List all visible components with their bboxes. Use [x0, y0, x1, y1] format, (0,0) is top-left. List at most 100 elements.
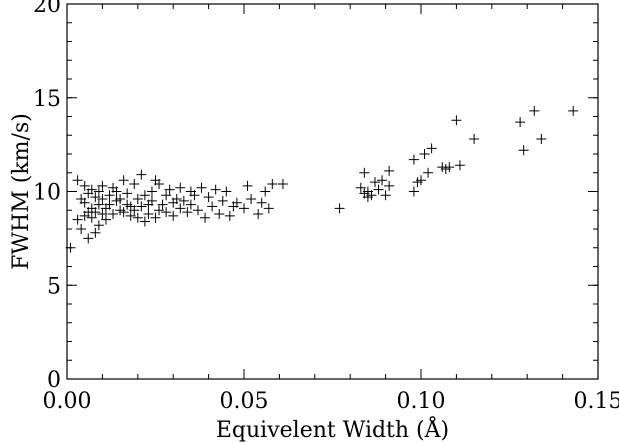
data-point: [132, 212, 143, 223]
data-point: [79, 197, 90, 208]
data-point: [373, 184, 384, 195]
data-point: [108, 209, 119, 219]
data-point: [369, 177, 380, 188]
data-point: [72, 214, 83, 225]
data-point: [210, 184, 221, 195]
data-point: [93, 199, 104, 210]
data-point: [416, 175, 426, 186]
data-point: [239, 203, 249, 214]
data-point: [65, 242, 76, 253]
data-point: [253, 209, 264, 219]
y-tick-label: 20: [33, 0, 61, 18]
data-point: [115, 194, 126, 204]
data-point: [154, 179, 165, 189]
data-point: [86, 184, 97, 195]
data-point: [529, 105, 540, 116]
data-point: [426, 143, 437, 154]
data-point: [384, 180, 395, 191]
data-point: [168, 210, 179, 221]
data-point: [97, 209, 108, 219]
data-point: [104, 199, 115, 210]
data-point: [203, 192, 214, 203]
axes: [66, 3, 599, 380]
data-point: [93, 220, 104, 231]
y-tick-label: 0: [47, 368, 61, 393]
data-point: [136, 201, 147, 212]
data-point: [132, 194, 143, 204]
data-point: [246, 194, 257, 204]
data-point: [161, 207, 172, 218]
x-tick-label: 0.15: [574, 389, 619, 414]
data-point: [260, 186, 271, 197]
data-point: [380, 190, 391, 201]
data-point: [100, 214, 111, 225]
data-point: [118, 175, 129, 186]
data-point: [139, 190, 150, 201]
data-point: [536, 134, 547, 144]
data-point: [76, 224, 87, 234]
data-point: [185, 199, 196, 210]
data-point: [111, 186, 122, 197]
y-tick-label: 10: [33, 181, 61, 206]
data-point: [217, 195, 228, 206]
data-point: [129, 179, 140, 189]
data-point: [86, 212, 97, 223]
y-axis-title: FWHM (km/s): [9, 113, 34, 270]
y-tick-label: 15: [33, 87, 61, 112]
data-point: [83, 233, 94, 244]
data-point: [515, 117, 526, 128]
data-point: [125, 210, 136, 221]
data-point: [451, 115, 462, 126]
data-point: [359, 167, 370, 178]
data-point: [231, 197, 242, 208]
data-point: [72, 175, 83, 186]
data-point: [104, 190, 115, 201]
data-point: [182, 207, 193, 218]
data-point: [146, 195, 157, 206]
data-point: [366, 190, 377, 201]
data-point: [419, 149, 430, 159]
data-point: [355, 182, 366, 193]
data-point: [377, 175, 388, 186]
data-point: [192, 205, 203, 216]
data-point: [469, 134, 480, 144]
data-point: [90, 192, 101, 203]
data-point: [171, 194, 182, 204]
data-point: [256, 197, 267, 208]
data-point: [146, 186, 157, 197]
data-point: [122, 188, 133, 199]
data-point: [189, 190, 200, 201]
data-point: [150, 212, 161, 223]
data-point: [139, 216, 150, 227]
data-point: [93, 186, 104, 197]
data-point: [129, 205, 140, 216]
data-point: [196, 182, 207, 193]
data-point: [90, 207, 101, 218]
x-axis-title: Equivelent Width (Å): [216, 415, 449, 443]
data-point: [518, 145, 529, 156]
data-point: [79, 180, 90, 191]
data-point: [334, 203, 345, 214]
x-ticks: 0.00 0.05 0.10 0.15: [43, 4, 619, 414]
data-point: [200, 212, 211, 223]
data-point: [242, 180, 253, 191]
data-points: [65, 105, 579, 253]
data-point: [454, 160, 465, 171]
data-point: [214, 209, 225, 219]
data-point: [157, 199, 168, 210]
data-point: [161, 190, 172, 201]
data-point: [97, 194, 108, 204]
data-point: [267, 179, 278, 189]
data-point: [384, 165, 395, 176]
data-point: [221, 186, 232, 197]
data-point: [164, 184, 175, 195]
data-point: [207, 201, 218, 212]
data-point: [408, 154, 419, 165]
data-point: [175, 182, 186, 193]
data-point: [143, 209, 154, 219]
data-point: [90, 227, 101, 238]
x-tick-label: 0.00: [43, 389, 92, 414]
data-point: [423, 167, 434, 178]
data-point: [277, 179, 288, 189]
